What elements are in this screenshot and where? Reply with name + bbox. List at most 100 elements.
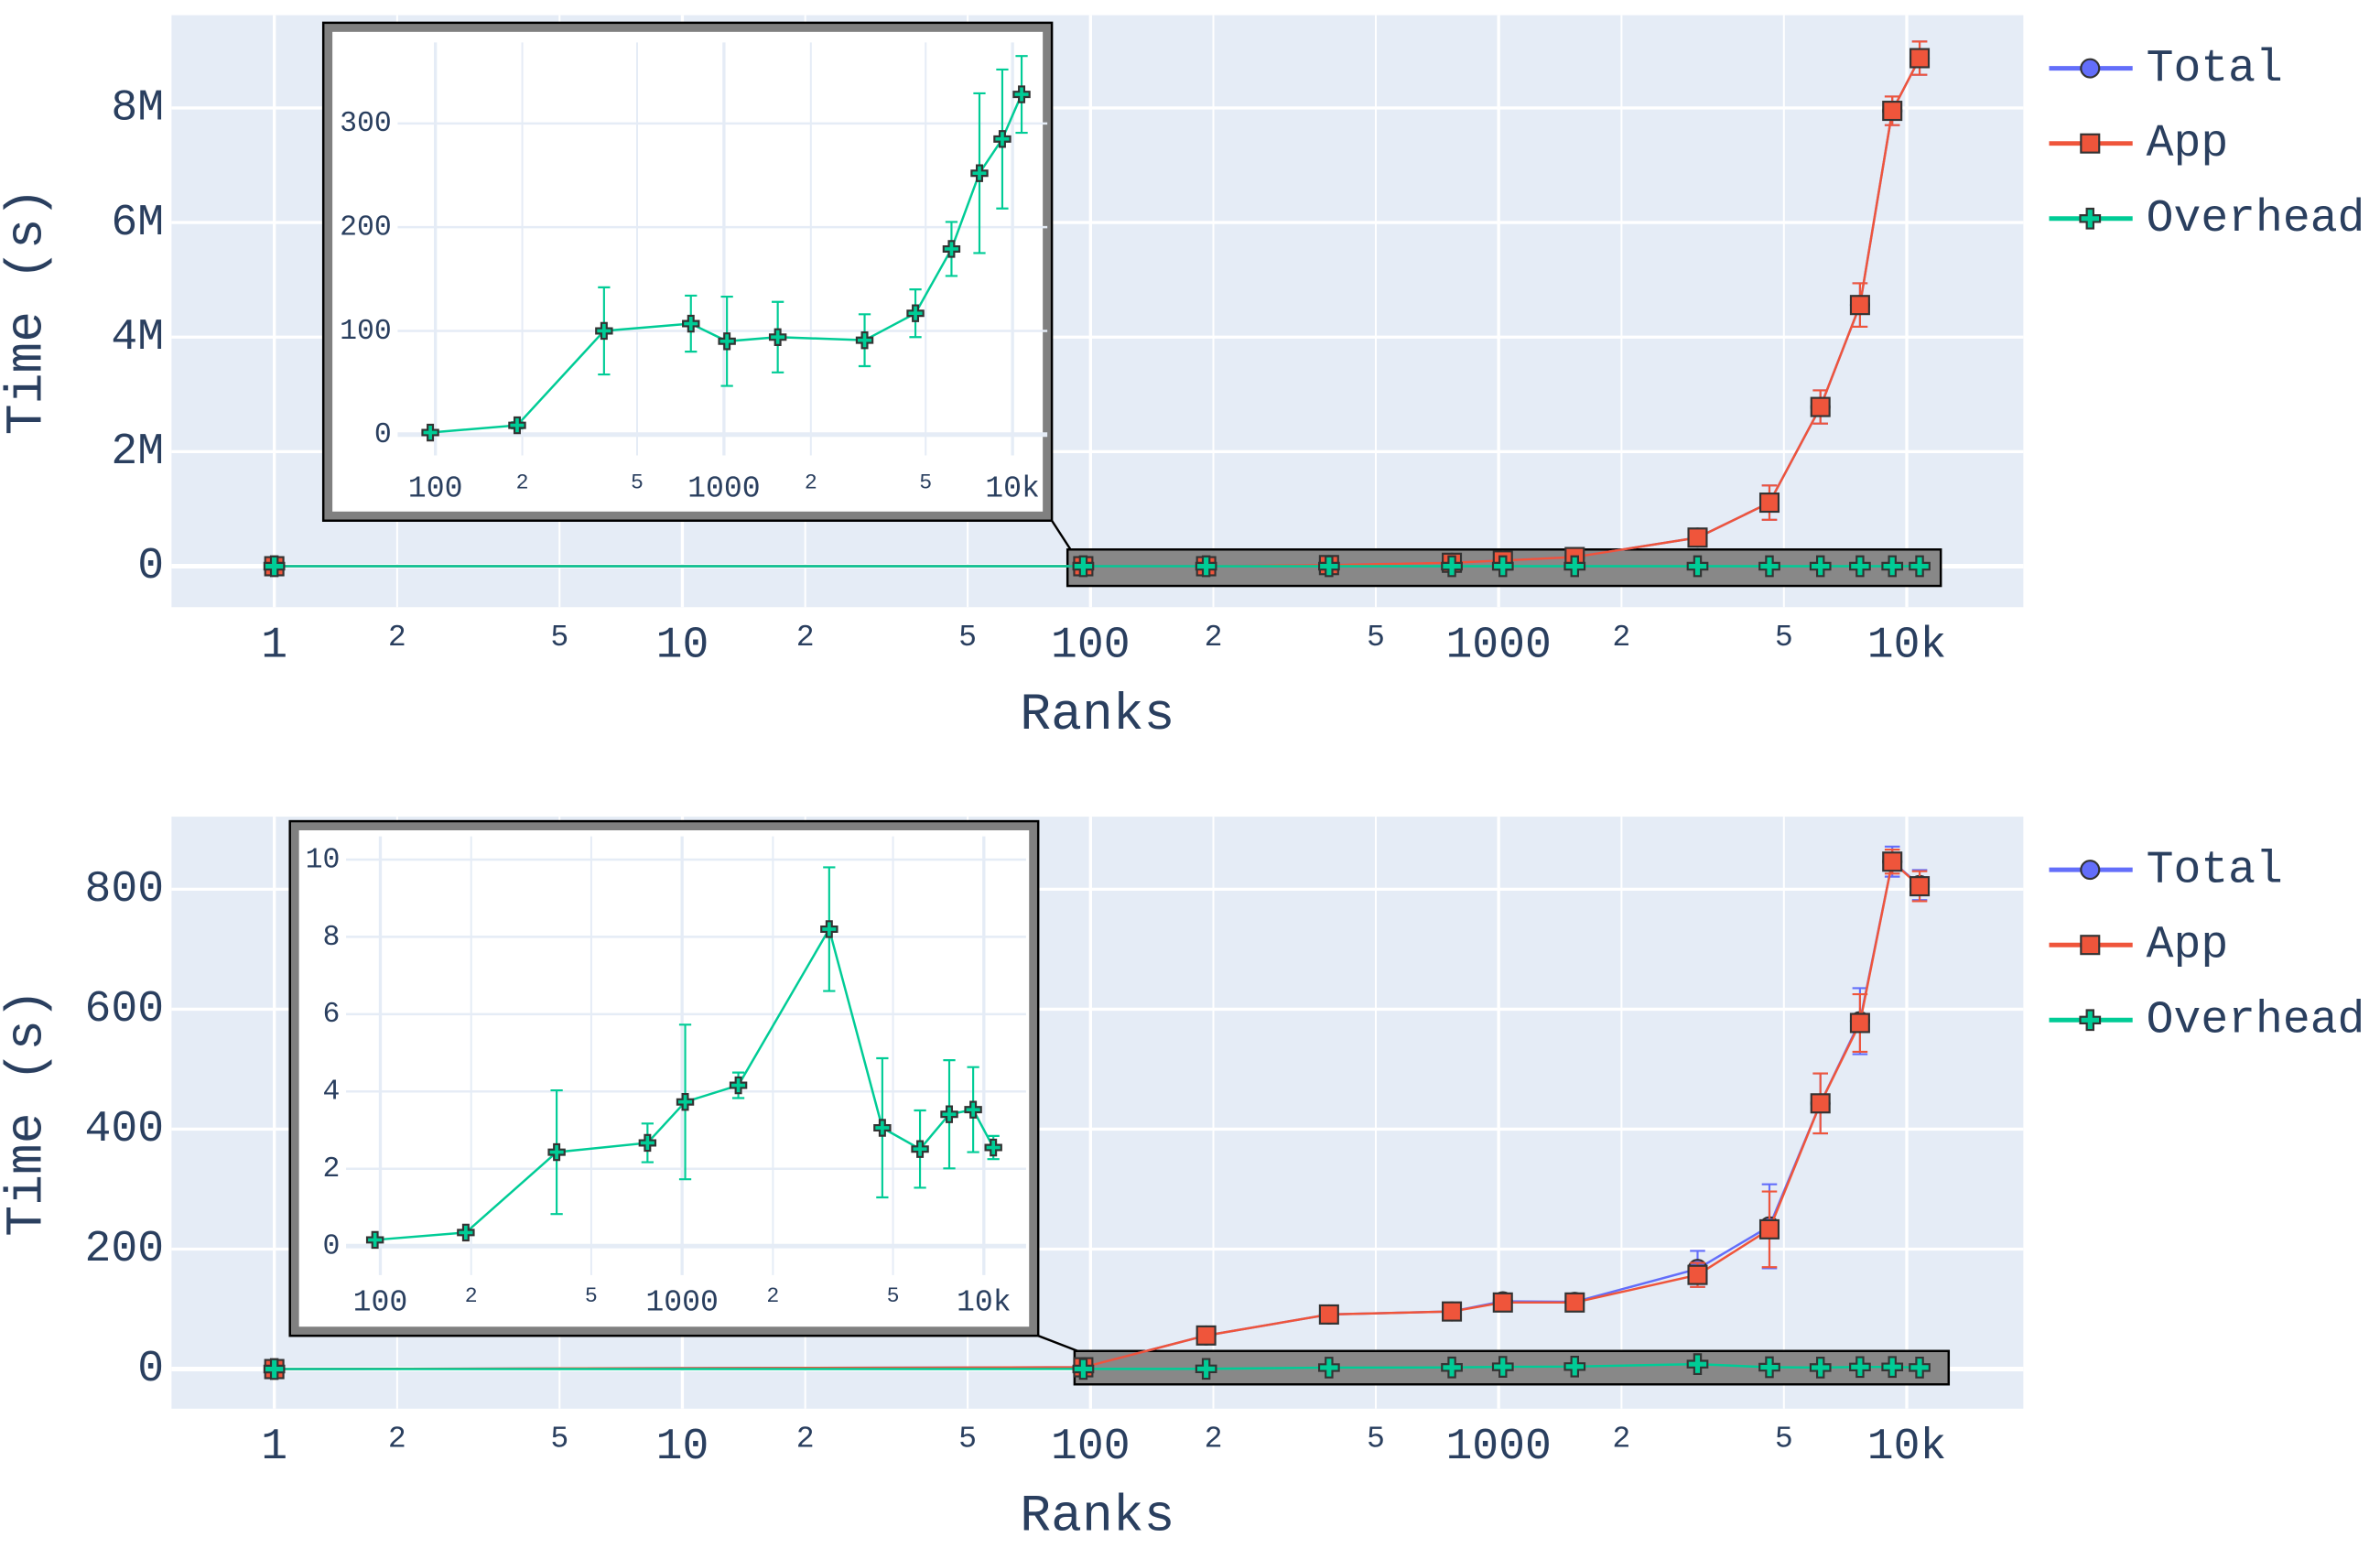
marker xyxy=(906,304,925,322)
marker xyxy=(263,555,286,578)
x-tick-label: 1 xyxy=(261,621,287,670)
zoom-connector xyxy=(1037,1335,1078,1352)
inset-x-tick-label: 5 xyxy=(919,471,932,494)
marker xyxy=(1849,295,1870,316)
inset-y-tick-label: 4 xyxy=(323,1077,341,1109)
marker xyxy=(508,416,526,435)
marker xyxy=(1849,1012,1870,1034)
marker xyxy=(1072,1358,1095,1380)
inset-x-tick-label: 2 xyxy=(465,1284,478,1308)
marker xyxy=(682,314,700,333)
marker xyxy=(263,1358,286,1380)
marker xyxy=(964,1100,982,1119)
legend-label: Overhead xyxy=(2147,193,2365,244)
marker xyxy=(1563,1355,1586,1378)
marker xyxy=(1442,1301,1463,1322)
x-tick-label: 1000 xyxy=(1445,1423,1551,1472)
marker xyxy=(820,920,838,938)
inset-y-tick-label: 8 xyxy=(323,922,341,954)
x-tick-label: 5 xyxy=(1367,1422,1385,1456)
legend-label: App xyxy=(2147,919,2229,970)
marker xyxy=(873,1119,892,1137)
y-tick-label: 2M xyxy=(111,428,164,477)
x-tick-label: 2 xyxy=(1612,620,1630,655)
inset-x-tick-label: 100 xyxy=(408,471,463,506)
x-tick-label: 5 xyxy=(958,620,977,655)
inset-x-tick-label: 1000 xyxy=(687,471,761,506)
series-line xyxy=(429,93,1023,434)
marker xyxy=(993,130,1012,148)
y-tick-label: 0 xyxy=(137,542,164,591)
marker xyxy=(1318,1304,1339,1325)
marker xyxy=(911,1140,929,1158)
marker xyxy=(1492,1292,1513,1313)
x-tick-label: 100 xyxy=(1051,621,1130,670)
y-tick-label: 0 xyxy=(137,1345,164,1394)
x-tick-label: 100 xyxy=(1051,1423,1130,1472)
marker xyxy=(718,332,736,351)
marker xyxy=(1195,555,1217,578)
x-tick-label: 10k xyxy=(1867,621,1947,670)
marker xyxy=(676,1093,695,1111)
marker xyxy=(547,1142,566,1162)
x-tick-label: 2 xyxy=(796,1422,815,1456)
legend-marker xyxy=(2080,935,2101,956)
marker xyxy=(1317,1357,1340,1379)
marker xyxy=(1563,555,1586,578)
marker xyxy=(638,1133,657,1153)
marker xyxy=(1012,85,1031,103)
x-tick-label: 2 xyxy=(388,620,406,655)
inset-x-tick-label: 5 xyxy=(631,471,644,494)
marker xyxy=(1072,555,1095,578)
marker xyxy=(1909,876,1931,897)
inset-y-tick-label: 2 xyxy=(323,1153,341,1185)
marker xyxy=(1881,555,1904,578)
inset-x-tick-label: 10k xyxy=(957,1284,1012,1319)
inset-paper xyxy=(298,830,1030,1327)
marker xyxy=(1849,555,1871,578)
marker xyxy=(970,164,989,182)
inset-x-tick-label: 100 xyxy=(353,1284,408,1319)
zoom-connector xyxy=(1051,520,1072,550)
inset-x-tick-label: 2 xyxy=(805,471,817,494)
legend-label: App xyxy=(2147,118,2229,169)
marker xyxy=(1758,555,1780,578)
inset-paper xyxy=(332,31,1044,512)
marker xyxy=(1687,527,1708,548)
marker xyxy=(1758,1218,1780,1239)
marker xyxy=(1849,1356,1871,1379)
y-tick-label: 400 xyxy=(85,1105,165,1154)
marker xyxy=(1882,851,1903,872)
y-axis-title: Time (s) xyxy=(0,989,57,1237)
legend-marker xyxy=(2080,58,2101,79)
x-tick-label: 1000 xyxy=(1445,621,1551,670)
inset-y-tick-label: 10 xyxy=(306,844,341,876)
inset-y-tick-label: 0 xyxy=(374,419,392,451)
inset-x-tick-label: 10k xyxy=(985,471,1040,506)
marker xyxy=(1564,1292,1585,1313)
marker xyxy=(768,328,787,346)
marker xyxy=(729,1076,748,1095)
marker xyxy=(1881,1356,1904,1379)
x-tick-label: 2 xyxy=(1205,1422,1223,1456)
y-tick-label: 8M xyxy=(111,84,164,134)
inset-x-tick-label: 2 xyxy=(516,471,529,494)
marker xyxy=(1882,101,1903,122)
inset-x-tick-label: 2 xyxy=(766,1284,779,1308)
marker xyxy=(1909,1357,1931,1379)
x-tick-label: 10k xyxy=(1867,1423,1947,1472)
legend-label: Total xyxy=(2147,43,2283,94)
inset-x-tick-label: 1000 xyxy=(645,1284,719,1319)
legend-marker xyxy=(2079,207,2102,230)
marker xyxy=(1491,1356,1514,1378)
legend-marker xyxy=(2080,860,2101,881)
x-tick-label: 2 xyxy=(796,620,815,655)
x-tick-label: 2 xyxy=(1612,1422,1630,1456)
x-tick-label: 5 xyxy=(958,1422,977,1456)
inset-x-tick-label: 5 xyxy=(585,1284,598,1308)
marker xyxy=(1491,555,1514,578)
x-tick-label: 5 xyxy=(550,1422,568,1456)
marker xyxy=(1317,555,1340,578)
x-tick-label: 10 xyxy=(656,1423,709,1472)
